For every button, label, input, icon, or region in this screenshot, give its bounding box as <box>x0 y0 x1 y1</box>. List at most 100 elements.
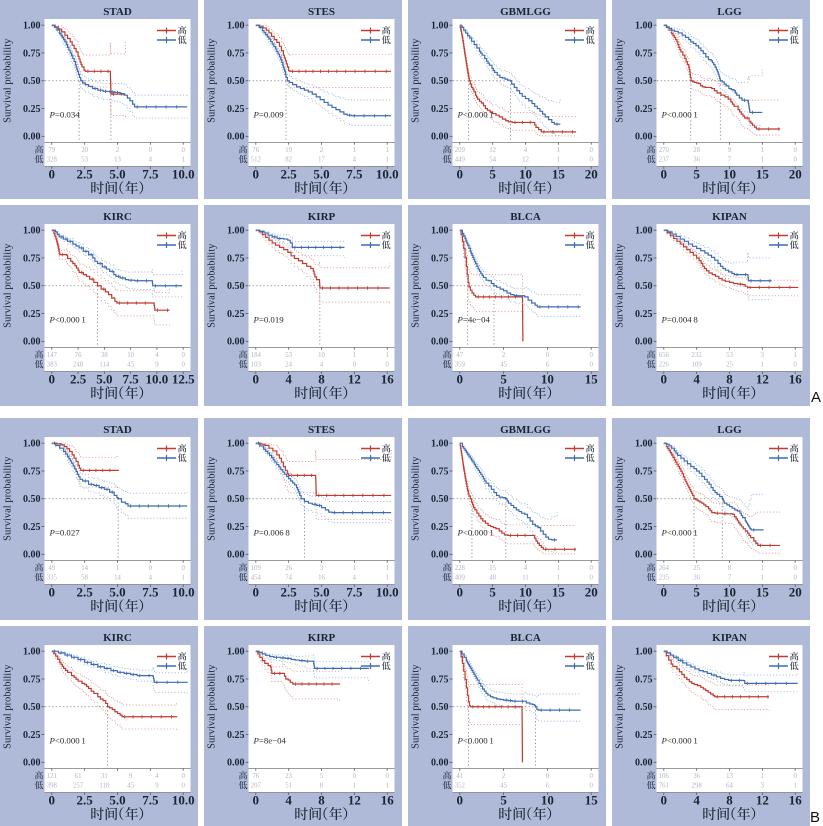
risk-count-low: 58 <box>81 575 88 582</box>
risk-count-low: 8 <box>320 783 324 790</box>
y-tick-label: 1.00 <box>431 226 449 237</box>
y-tick-label: 0.50 <box>431 281 449 292</box>
risk-count-high: 1 <box>557 147 560 154</box>
risk-count-low: 383 <box>47 362 58 369</box>
y-tick-label: 0.50 <box>635 702 653 713</box>
risk-count-high: 0 <box>385 773 389 780</box>
tick-marks <box>449 229 592 374</box>
risk-row-label-high <box>646 563 656 572</box>
high-ci-upper <box>255 24 392 56</box>
high-censor-marks <box>509 533 576 551</box>
p-value: P<0.000 1 <box>661 528 698 538</box>
risk-row-label-low <box>238 780 248 790</box>
median-lines <box>657 498 723 560</box>
risk-count-high: 3 <box>761 352 765 359</box>
risk-table: 147 76 38 10 4 0 383 248 114 45 9 0 <box>34 350 185 369</box>
low-ci-upper <box>255 229 345 242</box>
low-curve <box>51 24 188 108</box>
panel-b-stad: STAD 1.00 0.75 0.50 0.25 0.00 0 2.5 5.0 7.5 10.0 Su… <box>0 418 198 620</box>
risk-count-high: 228 <box>455 565 466 572</box>
tick-marks <box>245 229 388 374</box>
high-ci-lower <box>663 651 770 711</box>
risk-count-high: 3 <box>320 565 324 572</box>
x-tick-label: 0 <box>253 372 259 387</box>
risk-count-low: 9 <box>155 783 159 790</box>
low-censor-marks <box>94 86 178 109</box>
km-plot-blca: BLCA 1.00 0.75 0.50 0.25 0.00 0 5 10 15 Survival p… <box>411 211 599 400</box>
x-tick-label: 12 <box>756 793 769 808</box>
y-axis-title: Survival probability <box>615 456 626 541</box>
high-curve <box>459 442 577 550</box>
risk-table: 76 19 2 1 1 512 82 17 4 1 <box>238 145 389 164</box>
p-value: P=0.006 8 <box>253 528 291 538</box>
y-axis-title: Survival probability <box>3 456 14 541</box>
risk-count-high: 1 <box>385 565 388 572</box>
y-tick-label: 1.00 <box>635 647 653 658</box>
risk-count-high: 1 <box>557 565 560 572</box>
risk-count-high: 31 <box>101 773 108 780</box>
high-curve <box>255 650 341 685</box>
km-plot-kirc: KIRC 1.00 0.75 0.50 0.25 0.00 0 2.5 5.0 7.5 10.0 Su… <box>3 632 195 821</box>
low-censor-marks <box>675 655 787 686</box>
x-tick-label: 10 <box>723 585 736 600</box>
risk-count-low: 298 <box>692 783 703 790</box>
risk-count-low: 0 <box>589 157 593 164</box>
panel-title: LGG <box>717 6 742 18</box>
risk-count-high: 0 <box>589 565 593 572</box>
low-ci-lower <box>459 25 561 136</box>
median-lines <box>453 80 511 142</box>
risk-count-low: 761 <box>659 783 669 790</box>
risk-count-high: 264 <box>659 565 670 572</box>
y-tick-label: 0.00 <box>431 550 449 561</box>
plot-area <box>44 645 191 793</box>
risk-count-low: 0 <box>793 575 797 582</box>
low-ci-upper <box>51 442 188 494</box>
risk-count-high: 36 <box>693 773 700 780</box>
x-tick-label: 10.0 <box>172 167 195 182</box>
y-tick-label: 0.25 <box>635 522 653 533</box>
plot-area <box>452 224 599 372</box>
high-curve <box>51 229 170 311</box>
low-ci-lower <box>459 443 558 553</box>
x-tick-label: 5 <box>693 585 700 600</box>
y-tick-label: 0.75 <box>431 253 449 264</box>
low-ci-lower <box>51 230 183 298</box>
panel-title: STAD <box>103 6 132 18</box>
risk-count-low: 64 <box>726 783 733 790</box>
x-tick-label: 20 <box>789 167 802 182</box>
low-ci-lower <box>663 443 764 545</box>
risk-table: 106 36 13 1 0 761 298 64 3 1 <box>646 771 797 790</box>
x-tick-label: 2.5 <box>281 167 298 182</box>
y-tick-label: 0.75 <box>431 674 449 685</box>
risk-count-high: 0 <box>149 565 153 572</box>
x-tick-label: 5.0 <box>109 167 125 182</box>
low-censor-marks <box>61 235 177 288</box>
x-tick-label: 2.5 <box>77 167 94 182</box>
x-tick-label: 7.5 <box>142 167 159 182</box>
km-plot-blca: BLCA 1.00 0.75 0.50 0.25 0.00 0 5 10 15 Survival p… <box>411 632 599 821</box>
x-tick-label: 8 <box>318 372 325 387</box>
y-tick-label: 0.50 <box>431 702 449 713</box>
plot-area <box>452 645 599 793</box>
x-tick-label: 10.0 <box>172 793 195 808</box>
risk-count-high: 2 <box>502 773 506 780</box>
risk-row-label-high <box>442 563 452 572</box>
risk-count-low: 1 <box>761 362 764 369</box>
risk-count-high: 4 <box>524 147 528 154</box>
panel-b-gbmlgg: GBMLGG 1.00 0.75 0.50 0.25 0.00 0 5 10 15 20 Surviv… <box>408 418 606 620</box>
x-tick-label: 16 <box>789 372 803 387</box>
y-tick-label: 0.50 <box>23 281 41 292</box>
risk-count-high: 2 <box>116 147 120 154</box>
high-curve <box>663 650 769 698</box>
risk-row-label-high <box>238 563 248 572</box>
tick-marks <box>245 24 388 169</box>
risk-table: 47 2 0 0 359 45 6 0 <box>442 350 593 369</box>
risk-count-high: 1 <box>761 147 764 154</box>
low-censor-marks <box>84 479 180 508</box>
risk-count-high: 2 <box>502 352 506 359</box>
x-tick-label: 4 <box>285 372 292 387</box>
low-censor-marks <box>276 655 361 671</box>
risk-count-high: 38 <box>101 352 108 359</box>
legend <box>157 651 187 670</box>
legend <box>361 443 391 462</box>
